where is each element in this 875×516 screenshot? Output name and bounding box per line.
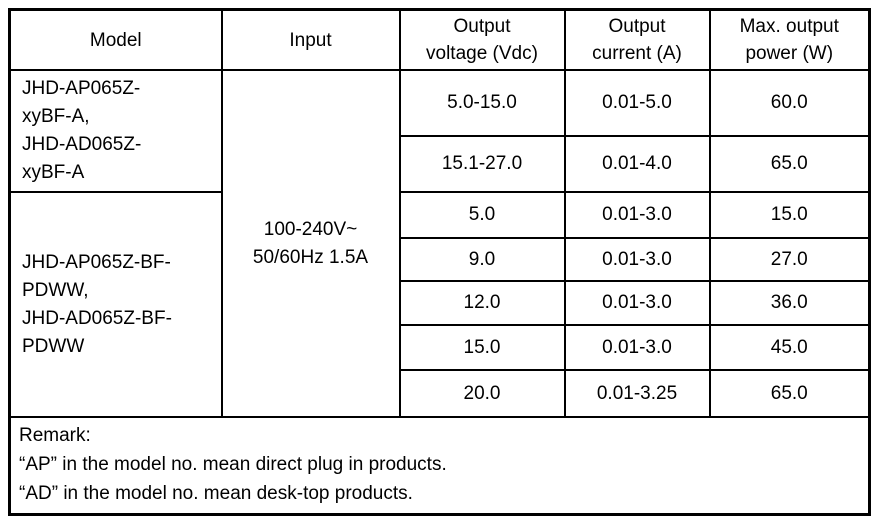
voltage-cell: 15.0	[398, 324, 566, 371]
voltage-cell: 5.0-15.0	[398, 68, 566, 138]
col-header-model: Model	[8, 8, 223, 71]
current-cell: 0.01-4.0	[563, 135, 711, 193]
power-cell: 15.0	[708, 191, 871, 239]
table-row: 15.1-27.0 0.01-4.0 65.0	[10, 135, 871, 193]
table-row: JHD-AP065Z- xyBF-A, JHD-AD065Z- xyBF-A 1…	[8, 68, 871, 418]
voltage-cell: 9.0	[398, 237, 566, 282]
current-cell: 0.01-5.0	[563, 68, 711, 138]
voltage-cell: 12.0	[398, 280, 566, 326]
input-cell: 100-240V~ 50/60Hz 1.5A	[220, 69, 401, 418]
table-row: JHD-AP065Z-BF- PDWW, JHD-AD065Z-BF- PDWW…	[8, 191, 871, 418]
power-cell: 60.0	[708, 68, 871, 138]
table-row: 20.0 0.01-3.25 65.0	[10, 369, 871, 418]
model-group-1-cell: JHD-AP065Z- xyBF-A, JHD-AD065Z- xyBF-A	[8, 69, 223, 193]
power-cell: 45.0	[708, 324, 871, 371]
power-spec-table: Model Input Output voltage (Vdc) Output …	[8, 8, 871, 516]
col-header-output-voltage: Output voltage (Vdc)	[398, 8, 566, 71]
current-cell: 0.01-3.0	[563, 191, 711, 239]
col-header-input: Input	[220, 8, 401, 71]
page: Model Input Output voltage (Vdc) Output …	[8, 8, 871, 516]
model-group-2-cell: JHD-AP065Z-BF- PDWW, JHD-AD065Z-BF- PDWW	[8, 191, 223, 418]
current-cell: 0.01-3.0	[563, 324, 711, 371]
table-row: 15.0 0.01-3.0 45.0	[10, 324, 871, 371]
power-cell: 36.0	[708, 280, 871, 326]
current-cell: 0.01-3.0	[563, 280, 711, 326]
col-header-max-output-power: Max. output power (W)	[708, 8, 871, 71]
power-cell: 65.0	[708, 369, 871, 418]
voltage-cell: 5.0	[398, 191, 566, 239]
current-cell: 0.01-3.25	[563, 369, 711, 418]
current-cell: 0.01-3.0	[563, 237, 711, 282]
power-cell: 65.0	[708, 135, 871, 193]
header-row: Model Input Output voltage (Vdc) Output …	[8, 8, 871, 71]
power-cell: 27.0	[708, 237, 871, 282]
table-row: 12.0 0.01-3.0 36.0	[10, 280, 871, 326]
voltage-cell: 15.1-27.0	[398, 135, 566, 193]
table-row: 9.0 0.01-3.0 27.0	[10, 237, 871, 282]
voltage-cell: 20.0	[398, 369, 566, 418]
remark-cell: Remark: “AP” in the model no. mean direc…	[8, 416, 871, 516]
remark-row: Remark: “AP” in the model no. mean direc…	[8, 416, 871, 516]
col-header-output-current: Output current (A)	[563, 8, 711, 71]
